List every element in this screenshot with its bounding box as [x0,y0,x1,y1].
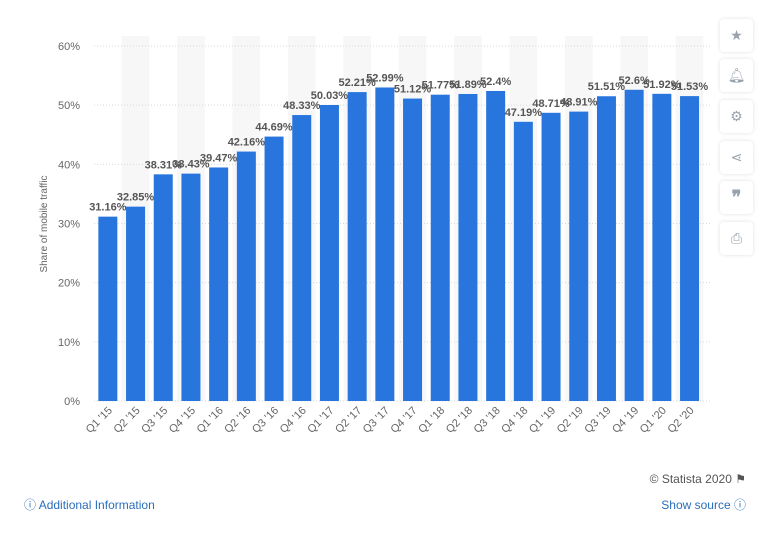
copyright: © Statista 2020 ⚑ [650,472,746,486]
x-tick-label: Q2 '19 [555,405,586,436]
bar [513,121,533,401]
bar [569,111,589,401]
bell-icon[interactable]: 🔔︎ [720,59,753,92]
bar [486,90,506,401]
quote-icon[interactable]: ❞ [720,181,753,214]
bar [347,92,367,402]
show-source-link[interactable]: Show source ⓘ [661,496,746,513]
data-label: 51.51% [588,81,626,93]
copyright-text: © Statista 2020 [649,472,732,486]
additional-information-link[interactable]: ⓘ Additional Information [24,496,155,513]
x-tick-label: Q2 '18 [444,405,475,436]
data-label: 51.53% [671,81,709,93]
bar [403,98,423,401]
bar [264,136,284,401]
bar [680,96,700,401]
y-tick-label: 50% [58,100,80,112]
x-tick-label: Q3 '16 [250,405,281,436]
bar [153,174,173,401]
data-label: 38.43% [172,159,210,171]
x-tick-label: Q4 '19 [610,405,641,436]
y-tick-label: 0% [64,396,80,408]
y-tick-label: 10% [58,337,80,349]
bar [98,216,118,401]
star-icon[interactable]: ★ [720,19,753,52]
y-tick-label: 30% [58,219,80,231]
data-label: 48.91% [560,97,598,109]
data-label: 51.89% [449,79,487,91]
data-label: 50.03% [311,90,349,102]
x-tick-label: Q1 '16 [195,405,226,436]
data-label: 48.71% [532,98,570,110]
x-tick-label: Q4 '18 [499,405,530,436]
y-tick-label: 40% [58,159,80,171]
x-tick-label: Q3 '15 [139,405,170,436]
x-tick-label: Q2 '15 [112,405,143,436]
print-icon[interactable]: ⎙ [720,222,753,255]
additional-information-label: Additional Information [38,498,155,512]
data-label: 32.85% [117,192,155,204]
bar [292,115,312,402]
info-icon: ⓘ [733,498,746,512]
x-tick-label: Q2 '20 [666,405,697,436]
bar [596,96,616,402]
info-icon: ⓘ [24,498,37,512]
data-label: 52.6% [619,75,650,87]
data-label: 51.12% [394,84,432,96]
x-tick-label: Q2 '16 [222,405,253,436]
x-tick-label: Q1 '18 [416,405,447,436]
bar [541,112,561,401]
x-tick-label: Q4 '17 [389,405,420,436]
data-label: 39.47% [200,152,238,164]
x-tick-label: Q1 '19 [527,405,558,436]
y-tick-label: 20% [58,278,80,290]
data-label: 44.69% [255,122,293,134]
bar [181,173,201,401]
data-label: 52.21% [338,77,376,89]
x-tick-label: Q2 '17 [333,405,364,436]
bar [209,167,229,401]
bar [652,93,672,401]
bar [236,151,256,401]
x-tick-label: Q3 '18 [472,405,503,436]
show-source-label: Show source [661,498,731,512]
bar [126,206,146,401]
x-tick-label: Q4 '16 [278,405,309,436]
x-tick-label: Q4 '15 [167,405,198,436]
bar [375,87,395,401]
x-tick-label: Q3 '19 [582,405,613,436]
bar [458,93,478,402]
bar [624,89,644,402]
flag-icon[interactable]: ⚑ [735,472,746,486]
data-label: 48.33% [283,100,321,112]
data-label: 51.77% [422,80,460,92]
bar [430,94,450,402]
x-tick-label: Q1 '17 [305,405,336,436]
gear-icon[interactable]: ⚙ [720,100,753,133]
x-tick-label: Q1 '15 [84,405,115,436]
x-tick-label: Q3 '17 [361,405,392,436]
data-label: 38.31% [145,159,183,171]
data-label: 52.4% [480,76,511,88]
data-label: 31.16% [89,202,127,214]
y-tick-label: 60% [58,41,80,53]
bar [319,104,339,401]
y-axis-label: Share of mobile traffic [39,175,50,272]
data-label: 51.92% [643,79,681,91]
data-label: 42.16% [228,137,266,149]
x-tick-label: Q1 '20 [638,405,669,436]
share-icon[interactable]: ⋖ [720,141,753,174]
data-label: 47.19% [505,107,543,119]
data-label: 52.99% [366,72,404,84]
